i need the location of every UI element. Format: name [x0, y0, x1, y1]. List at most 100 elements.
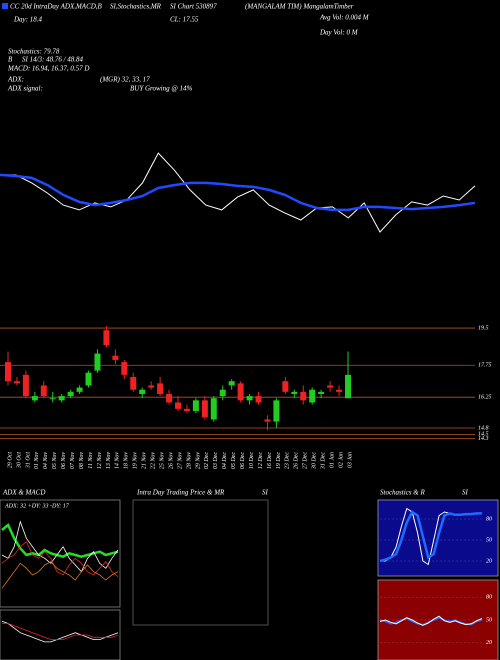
x-tick-label: 28 Nov [186, 452, 192, 470]
y-tick-label: 16.25 [478, 395, 492, 401]
candle-body [273, 400, 280, 422]
header-text: BUY Growing @ 14% [130, 85, 193, 93]
x-tick-label: 16 Dec [267, 452, 273, 469]
x-tick-label: 03 Dec [213, 452, 219, 469]
line-series [1, 561, 119, 589]
x-tick-label: 12 Dec [258, 452, 264, 469]
x-tick-label: 29 Nov [195, 452, 201, 470]
header-text: SI,Stochastics,MR [110, 3, 162, 11]
x-tick-label: 23 Dec [285, 452, 291, 469]
x-tick-label: 31 Dec [321, 452, 327, 470]
candle-body [130, 376, 137, 390]
x-tick-label: 19 Dec [276, 452, 282, 469]
candle-body [49, 398, 56, 400]
candle-body [148, 385, 155, 388]
candle-body [175, 402, 181, 409]
candle-body [327, 385, 334, 388]
candle-body [309, 389, 316, 403]
y-tick-label: 80 [486, 595, 492, 601]
header-text: Day Vol: 0 M [319, 29, 359, 37]
header-text: Stochastics: 79.78 [8, 48, 60, 56]
line-series [1, 523, 119, 559]
line-series [0, 152, 476, 233]
x-tick-label: 30 Oct [16, 452, 22, 469]
header-text: ADX signal: [7, 85, 43, 93]
header-icon [2, 3, 8, 9]
y-tick-label: 50 [486, 537, 492, 543]
candle-body [85, 372, 92, 386]
candle-body [121, 362, 128, 375]
y-tick-label: 17.75 [478, 363, 492, 369]
candle-body [201, 400, 208, 418]
x-tick-label: 06 Nov [61, 452, 67, 470]
candle-body [157, 383, 164, 394]
candle-body [282, 381, 289, 392]
macd-panel [0, 609, 121, 660]
panel-title: ADX & MACD [2, 489, 45, 497]
header-text: MACD: 16.94, 16.37, 0.57 D [7, 65, 89, 73]
line-series [2, 623, 119, 640]
line-series [1, 520, 119, 573]
x-tick-label: 21 Nov [142, 452, 148, 470]
candle-body [246, 396, 253, 401]
candle-body [58, 396, 65, 401]
header-text: (MGR) 32, 33, 17 [100, 76, 150, 84]
y-tick-label: 14.5 [478, 431, 489, 438]
candle-body [183, 408, 190, 411]
candle-body [210, 398, 217, 420]
candle-body [264, 419, 271, 422]
x-tick-label: 26 Dec [294, 452, 300, 469]
line-series [0, 173, 476, 212]
candle-body [300, 391, 307, 401]
candle-body [219, 389, 226, 397]
x-tick-label: 01 Nov [34, 452, 40, 470]
x-tick-label: 10 Dec [249, 452, 255, 469]
x-tick-label: 04 Nov [42, 452, 49, 470]
y-tick-label: 20 [486, 640, 492, 646]
panel-title: Stochastics & R [380, 489, 425, 497]
header-text: ADX: [7, 76, 24, 84]
x-tick-label: 03 Jan [347, 452, 353, 468]
candle-body [76, 387, 83, 392]
x-tick-label: 26 Nov [168, 452, 174, 470]
y-tick-label: 14.3 [478, 435, 489, 442]
candle-body [345, 374, 351, 399]
x-tick-label: 30 Dec [312, 452, 318, 470]
candle-body [291, 391, 298, 394]
header-text: CL: 17.55 [170, 16, 199, 24]
candle-body [94, 353, 101, 371]
candle-body [237, 383, 244, 401]
intraday-panel [132, 499, 269, 626]
x-tick-label: 13 Nov [106, 452, 112, 470]
x-tick-label: 06 Dec [240, 452, 246, 469]
candle-body [31, 396, 38, 401]
x-tick-label: 29 Oct [7, 452, 13, 468]
y-tick-label: 20 [486, 558, 492, 564]
adx-panel [0, 499, 121, 608]
candle-body [166, 393, 173, 403]
x-tick-label: 05 Dec [231, 452, 237, 469]
candle-body [13, 381, 20, 384]
candle-body [103, 330, 110, 346]
x-tick-label: 04 Dec [221, 452, 228, 469]
panel-subtitle: SI [262, 489, 269, 497]
candle-body [255, 396, 262, 403]
x-tick-label: 08 Nov [79, 452, 85, 470]
candle-body [228, 381, 235, 386]
candle-body [112, 355, 119, 360]
x-tick-label: 18 Nov [124, 452, 130, 470]
x-tick-label: 07 Nov [70, 452, 76, 470]
x-tick-label: 27 Nov [177, 452, 183, 470]
candle-body [5, 362, 11, 382]
x-tick-label: 01 Jan [329, 452, 335, 468]
x-tick-label: 25 Nov [159, 452, 165, 470]
candle-body [67, 391, 74, 397]
candle-body [22, 374, 29, 397]
y-tick-label: 80 [486, 516, 492, 522]
x-tick-label: 02 Dec [204, 452, 210, 469]
header-text: (MANGALAM TIM) MangalamTimber [245, 3, 354, 11]
header-text: B [8, 56, 13, 64]
y-tick-label: 14.8 [478, 424, 489, 431]
